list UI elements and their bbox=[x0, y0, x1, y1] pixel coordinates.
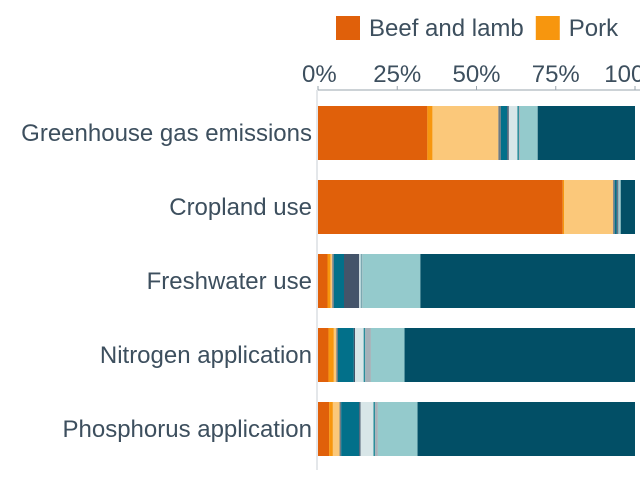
bar-segment bbox=[336, 328, 338, 382]
bar-segment bbox=[332, 254, 334, 308]
category-label: Greenhouse gas emissions bbox=[21, 120, 312, 147]
bar-segment bbox=[365, 328, 371, 382]
category-label: Cropland use bbox=[169, 194, 312, 221]
bar-segment bbox=[377, 402, 418, 456]
bar-segment bbox=[417, 402, 635, 456]
bar-segment bbox=[616, 180, 618, 234]
x-tick-label: 50% bbox=[452, 61, 500, 88]
bar-segment bbox=[332, 402, 340, 456]
bar-segment bbox=[359, 254, 361, 308]
bar-segment bbox=[614, 180, 617, 234]
category-label: Nitrogen application bbox=[100, 342, 312, 369]
bar-segment bbox=[373, 402, 376, 456]
legend-swatch bbox=[336, 16, 360, 40]
bar-segment bbox=[617, 180, 619, 234]
bar-segment bbox=[563, 180, 614, 234]
bar-segment bbox=[613, 180, 615, 234]
bar-segment bbox=[360, 254, 362, 308]
legend-swatch bbox=[535, 16, 560, 40]
bar-segment bbox=[318, 254, 328, 308]
bar-segment bbox=[370, 328, 405, 382]
bar-segment bbox=[359, 402, 361, 456]
bar-segment bbox=[318, 106, 428, 160]
bar-segment bbox=[355, 328, 364, 382]
category-label: Freshwater use bbox=[147, 268, 312, 295]
bar-segment bbox=[318, 328, 329, 382]
bar-segment bbox=[432, 106, 499, 160]
bar-segment bbox=[420, 254, 635, 308]
bar-segment bbox=[375, 402, 378, 456]
x-tick-label: 25% bbox=[373, 61, 421, 88]
bar-segment bbox=[498, 106, 501, 160]
bar-segment bbox=[427, 106, 433, 160]
bar-segment bbox=[341, 402, 360, 456]
bar-segment bbox=[333, 254, 344, 308]
bar-segment bbox=[537, 106, 635, 160]
bar-segment bbox=[507, 106, 509, 160]
bar-segment bbox=[329, 402, 333, 456]
bar-segment bbox=[353, 328, 356, 382]
bar-segment bbox=[619, 180, 621, 234]
bar-segment bbox=[327, 254, 331, 308]
x-tick-label: 75% bbox=[532, 61, 580, 88]
bar-segment bbox=[517, 106, 519, 160]
bar-segment bbox=[339, 402, 342, 456]
bar-segment bbox=[318, 180, 563, 234]
bar-segment bbox=[518, 106, 520, 160]
x-tick-label: 0% bbox=[302, 61, 337, 88]
bar-segment bbox=[618, 180, 620, 234]
bar-segment bbox=[361, 254, 363, 308]
bar-segment bbox=[363, 328, 366, 382]
bar-segment bbox=[360, 402, 374, 456]
legend-label: Pork bbox=[569, 15, 619, 42]
bar-segment bbox=[343, 254, 360, 308]
legend-label: Beef and lamb bbox=[369, 15, 524, 42]
bar-segment bbox=[318, 402, 330, 456]
category-label: Phosphorus application bbox=[62, 416, 312, 443]
bar-segment bbox=[619, 180, 620, 234]
bar-segment bbox=[620, 180, 635, 234]
bar-segment bbox=[404, 328, 635, 382]
bar-segment bbox=[362, 254, 421, 308]
bar-segment bbox=[328, 328, 334, 382]
bar-segment bbox=[562, 180, 564, 234]
bar-segment bbox=[330, 254, 333, 308]
bar-segment bbox=[500, 106, 508, 160]
bar-segment bbox=[337, 328, 354, 382]
bar-segment bbox=[333, 328, 337, 382]
x-tick-label: 100% bbox=[604, 61, 640, 88]
bar-segment bbox=[508, 106, 518, 160]
bar-segment bbox=[519, 106, 538, 160]
